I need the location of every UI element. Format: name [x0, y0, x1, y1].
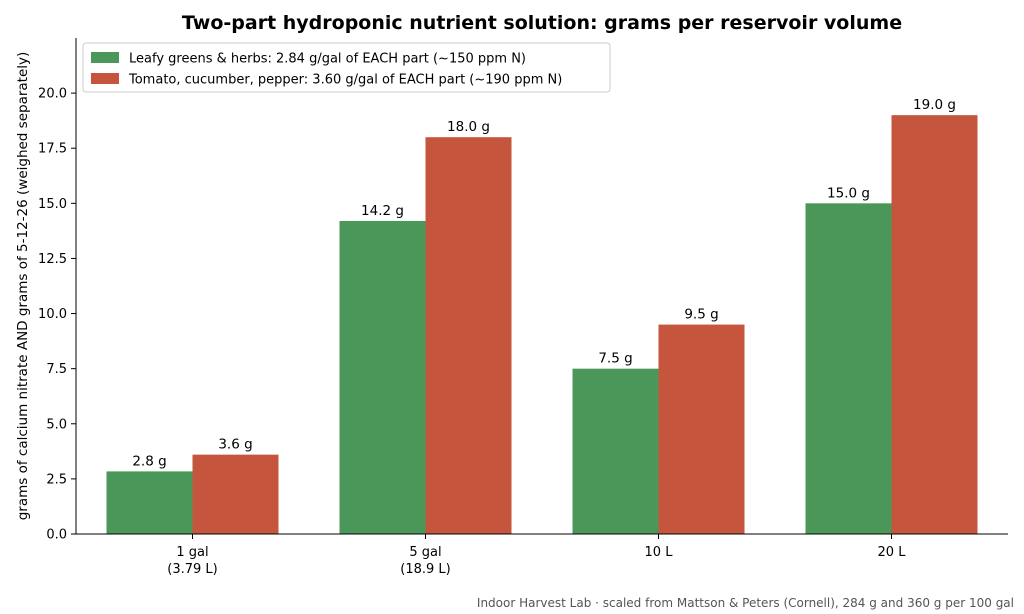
bar-series2-4: [891, 115, 978, 535]
x-tick-label: (18.9 L): [400, 562, 450, 577]
axes-group: 0.0 2.5 5.0 7.5 10.0 12.5 15.0 17.5 20.0 1 gal (3.…: [38, 38, 1008, 577]
x-tick-label: 5 gal: [409, 545, 441, 560]
data-label-series1-4: 15.0 g: [827, 185, 870, 201]
y-tick-label: 15.0: [38, 197, 67, 212]
data-label-series1-1: 2.8 g: [132, 453, 166, 469]
legend-label-series1: Leafy greens & herbs: 2.84 g/gal of EACH…: [129, 52, 526, 67]
data-labels-group: 2.8 g 3.6 g 14.2 g 18.0 g 7.5 g 9.5 g 15.0 g 19…: [132, 97, 956, 469]
y-tick-label: 7.5: [46, 362, 67, 377]
bar-series1-2: [339, 220, 426, 535]
data-label-series2-4: 19.0 g: [913, 97, 956, 113]
y-tick-label: 17.5: [38, 142, 67, 157]
x-tick-label: 1 gal: [176, 545, 208, 560]
bar-series2-1: [192, 454, 279, 534]
y-tick-label: 10.0: [38, 307, 67, 322]
y-tick-label: 20.0: [38, 87, 67, 102]
bars-group: [106, 115, 978, 535]
bar-series1-3: [572, 368, 659, 534]
legend-label-series2: Tomato, cucumber, pepper: 3.60 g/gal of …: [128, 73, 562, 88]
legend-swatch-series1: [91, 52, 119, 63]
x-tick-label: 10 L: [645, 545, 674, 560]
bar-series2-3: [658, 324, 745, 534]
y-axis-label: grams of calcium nitrate AND grams of 5-…: [15, 52, 31, 521]
legend: Leafy greens & herbs: 2.84 g/gal of EACH…: [82, 42, 611, 93]
y-tick-label: 2.5: [46, 472, 67, 487]
bar-series1-1: [106, 471, 193, 534]
legend-swatch-series2: [91, 73, 119, 84]
chart-title: Two-part hydroponic nutrient solution: g…: [182, 12, 902, 34]
legend-box: [82, 42, 611, 93]
data-label-series2-2: 18.0 g: [447, 119, 490, 135]
data-label-series2-1: 3.6 g: [218, 437, 252, 453]
bar-series1-4: [805, 203, 892, 535]
data-label-series2-3: 9.5 g: [684, 307, 718, 323]
bar-series2-2: [425, 137, 512, 534]
y-tick-label: 12.5: [38, 252, 67, 267]
x-tick-label: 20 L: [878, 545, 907, 560]
y-tick-label: 5.0: [46, 417, 67, 432]
footer-note: Indoor Harvest Lab · scaled from Mattson…: [477, 596, 1014, 610]
y-tick-label: 0.0: [46, 528, 67, 543]
data-label-series1-2: 14.2 g: [361, 203, 404, 219]
data-label-series1-3: 7.5 g: [598, 351, 632, 367]
x-tick-label: (3.79 L): [167, 562, 217, 577]
